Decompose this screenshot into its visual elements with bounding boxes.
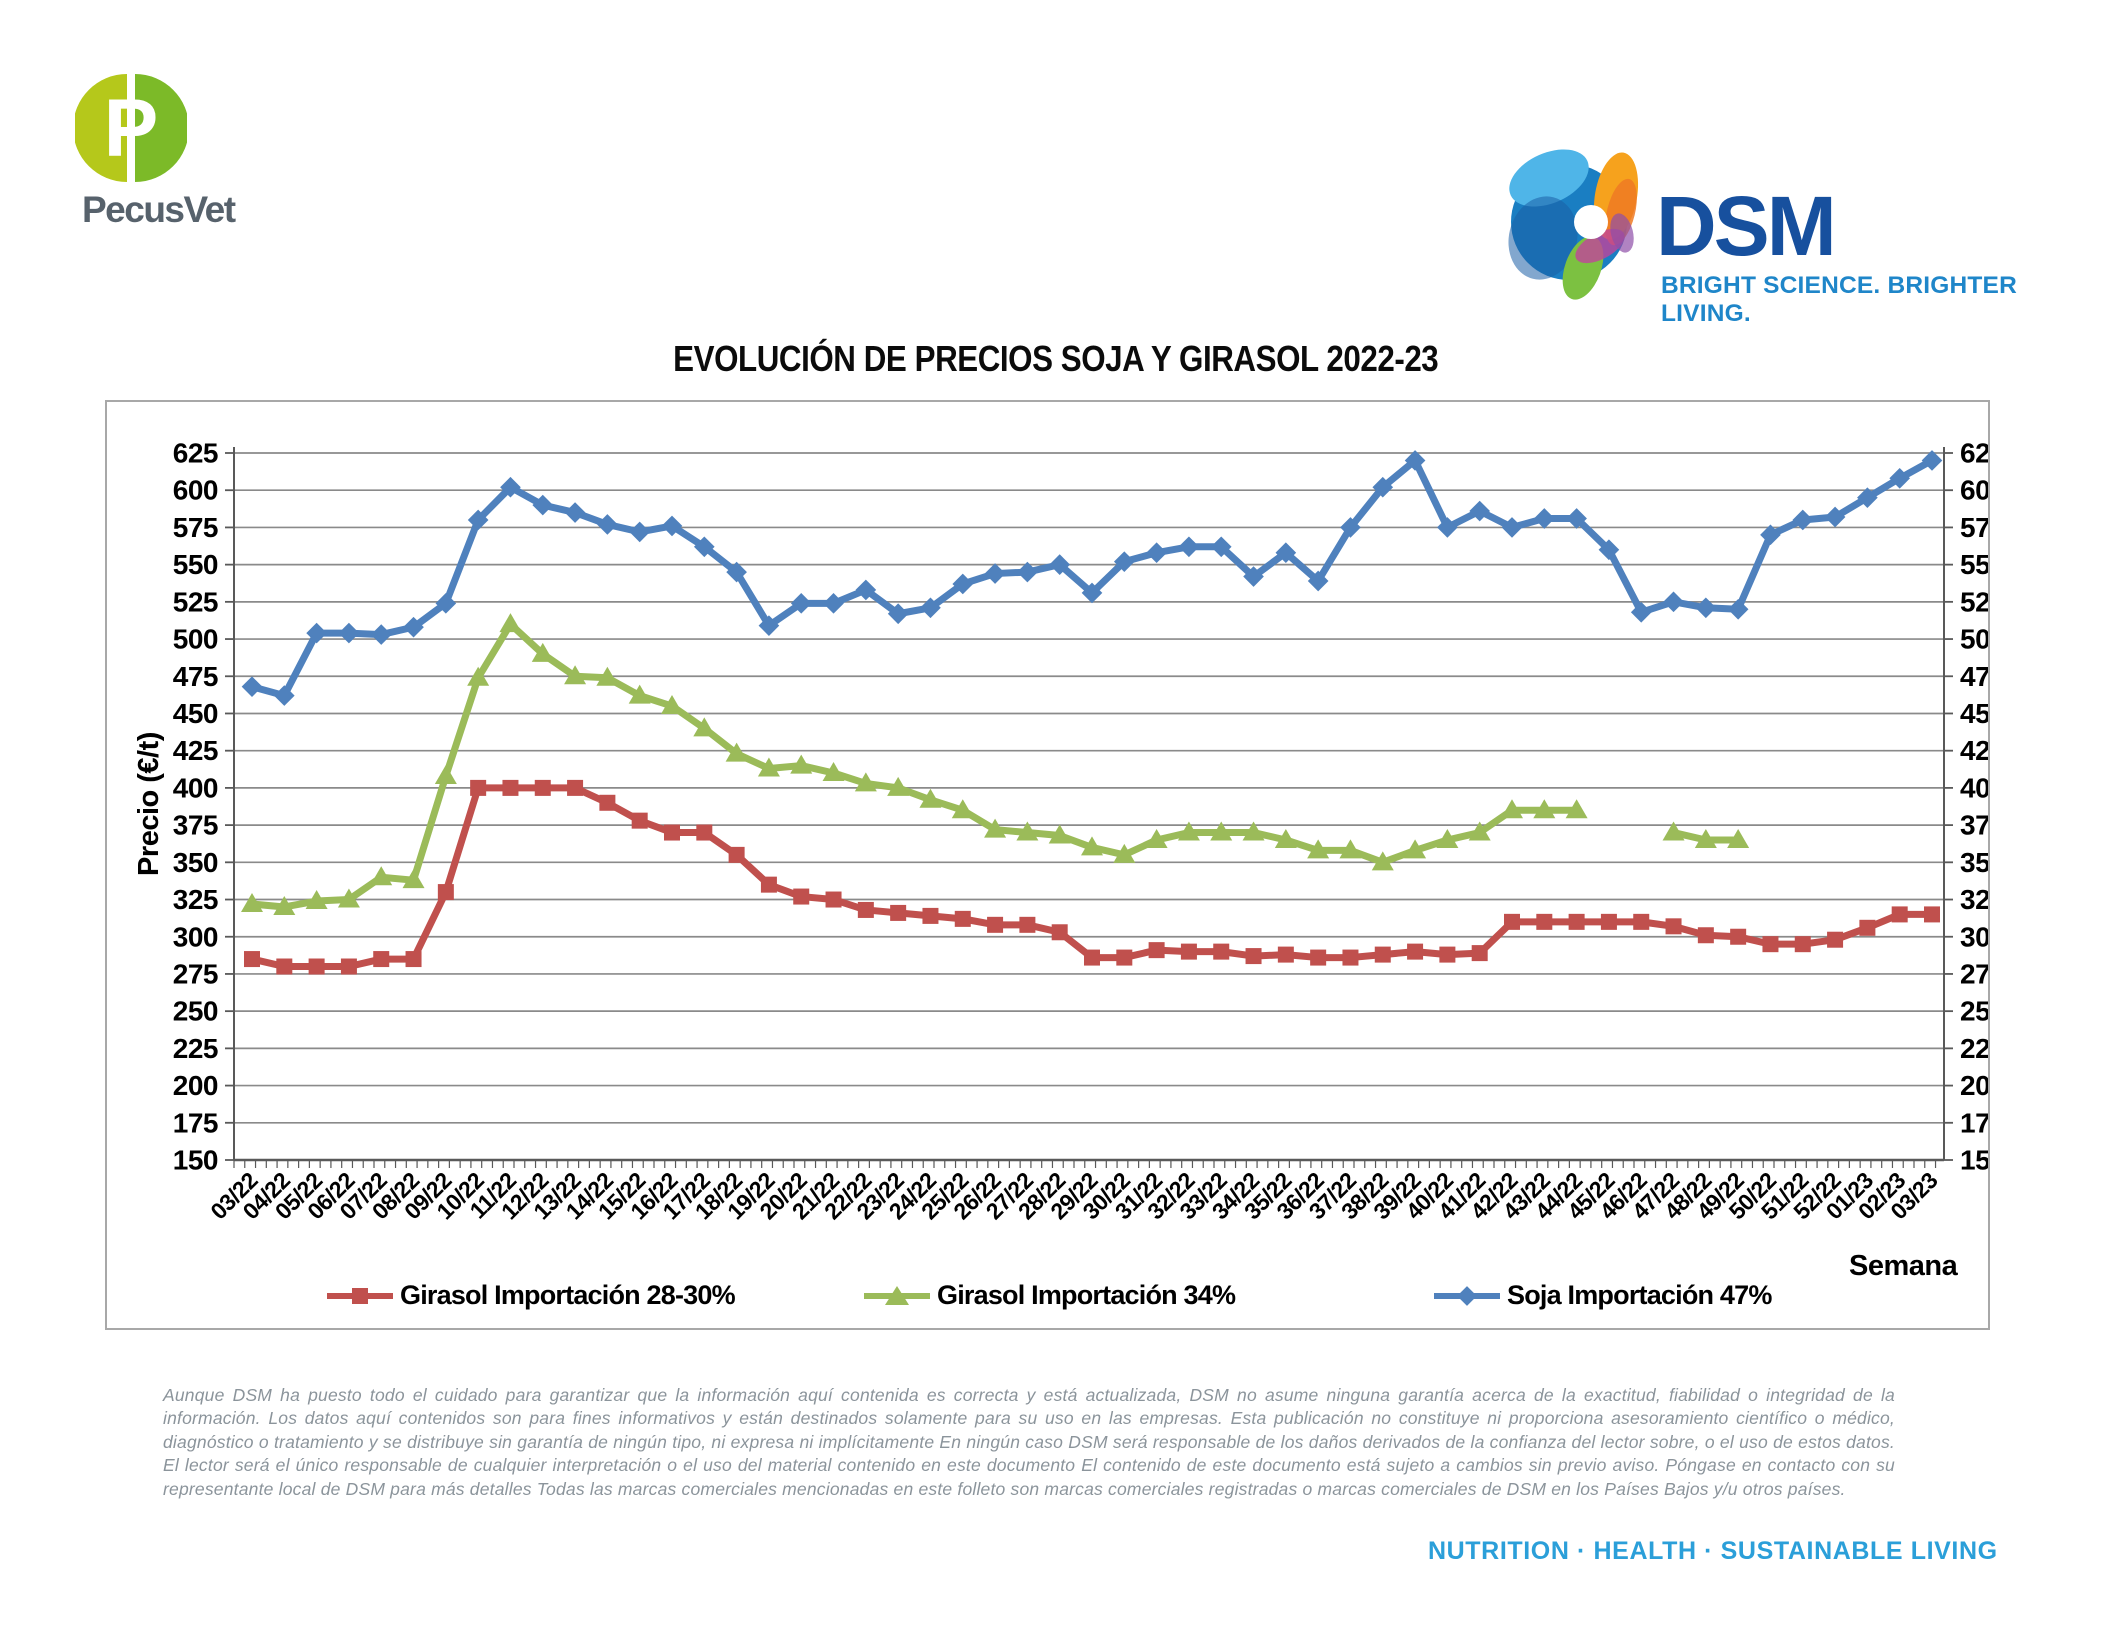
- svg-text:275: 275: [173, 958, 218, 989]
- svg-text:225: 225: [1960, 1033, 1988, 1064]
- svg-text:300: 300: [1960, 921, 1988, 952]
- pecusvet-circle-icon: P: [73, 74, 189, 182]
- legend-label: Girasol Importación 34%: [937, 1280, 1236, 1310]
- x-axis-title: Semana: [1849, 1250, 1958, 1282]
- svg-text:425: 425: [1960, 735, 1988, 766]
- svg-text:450: 450: [1960, 698, 1988, 729]
- svg-text:325: 325: [173, 884, 218, 915]
- svg-text:350: 350: [173, 847, 218, 878]
- legend-label: Soja Importación 47%: [1507, 1280, 1772, 1310]
- svg-text:175: 175: [173, 1107, 218, 1138]
- svg-text:525: 525: [173, 586, 218, 617]
- footer-tagline: NUTRITION · HEALTH · SUSTAINABLE LIVING: [1428, 1537, 1998, 1565]
- svg-text:600: 600: [1960, 475, 1988, 506]
- svg-text:425: 425: [173, 735, 218, 766]
- svg-text:625: 625: [173, 438, 218, 469]
- chart-plot-area: 150 150 175 175 200 200 225 225 250 250 275 275 300 3…: [173, 438, 1988, 1225]
- svg-text:175: 175: [1960, 1107, 1988, 1138]
- legend-marker-diamond-icon: [1434, 1285, 1500, 1306]
- svg-text:350: 350: [1960, 847, 1988, 878]
- pecusvet-wordmark: PecusVet: [82, 189, 236, 230]
- svg-text:400: 400: [173, 772, 218, 803]
- svg-text:375: 375: [173, 810, 218, 841]
- legend-label: Girasol Importación 28-30%: [400, 1280, 736, 1310]
- svg-text:450: 450: [173, 698, 218, 729]
- svg-text:300: 300: [173, 921, 218, 952]
- chart-title-row: EVOLUCIÓN DE PRECIOS SOJA Y GIRASOL 2022…: [0, 338, 2112, 380]
- chart-title: EVOLUCIÓN DE PRECIOS SOJA Y GIRASOL 2022…: [673, 338, 1439, 379]
- svg-text:550: 550: [173, 549, 218, 580]
- svg-text:200: 200: [173, 1070, 218, 1101]
- chart: 150 150 175 175 200 200 225 225 250 250 275 275 300 3…: [105, 400, 1990, 1330]
- svg-text:250: 250: [1960, 996, 1988, 1027]
- svg-text:150: 150: [173, 1145, 218, 1176]
- svg-text:575: 575: [1960, 512, 1988, 543]
- dsm-swirl-icon: [1503, 138, 1655, 307]
- svg-text:375: 375: [1960, 810, 1988, 841]
- svg-text:600: 600: [173, 475, 218, 506]
- svg-text:475: 475: [173, 661, 218, 692]
- pecusvet-logo-icon: P: [73, 72, 189, 189]
- svg-text:150: 150: [1960, 1145, 1988, 1176]
- legend-marker-triangle-icon: [864, 1285, 930, 1305]
- legend-item-soja-47: Soja Importación 47%: [1434, 1280, 1772, 1311]
- svg-text:500: 500: [1960, 624, 1988, 655]
- svg-text:400: 400: [1960, 772, 1988, 803]
- svg-text:250: 250: [173, 996, 218, 1027]
- svg-text:550: 550: [1960, 549, 1988, 580]
- svg-text:225: 225: [173, 1033, 218, 1064]
- svg-text:625: 625: [1960, 438, 1988, 469]
- svg-text:P: P: [104, 83, 159, 174]
- disclaimer-text: Aunque DSM ha puesto todo el cuidado par…: [163, 1385, 1895, 1499]
- dsm-tagline: BRIGHT SCIENCE. BRIGHTER LIVING.: [1661, 272, 2017, 327]
- dsm-wordmark: DSM: [1656, 179, 1837, 273]
- svg-text:200: 200: [1960, 1070, 1988, 1101]
- legend-item-girasol-34: Girasol Importación 34%: [864, 1280, 1236, 1311]
- svg-text:500: 500: [173, 624, 218, 655]
- svg-text:325: 325: [1960, 884, 1988, 915]
- svg-text:475: 475: [1960, 661, 1988, 692]
- legend-marker-square-icon: [327, 1287, 393, 1304]
- svg-text:575: 575: [173, 512, 218, 543]
- svg-text:275: 275: [1960, 958, 1988, 989]
- svg-text:525: 525: [1960, 586, 1988, 617]
- legend-item-girasol-28-30: Girasol Importación 28-30%: [327, 1280, 736, 1311]
- y-axis-title: Precio (€/t): [133, 732, 165, 876]
